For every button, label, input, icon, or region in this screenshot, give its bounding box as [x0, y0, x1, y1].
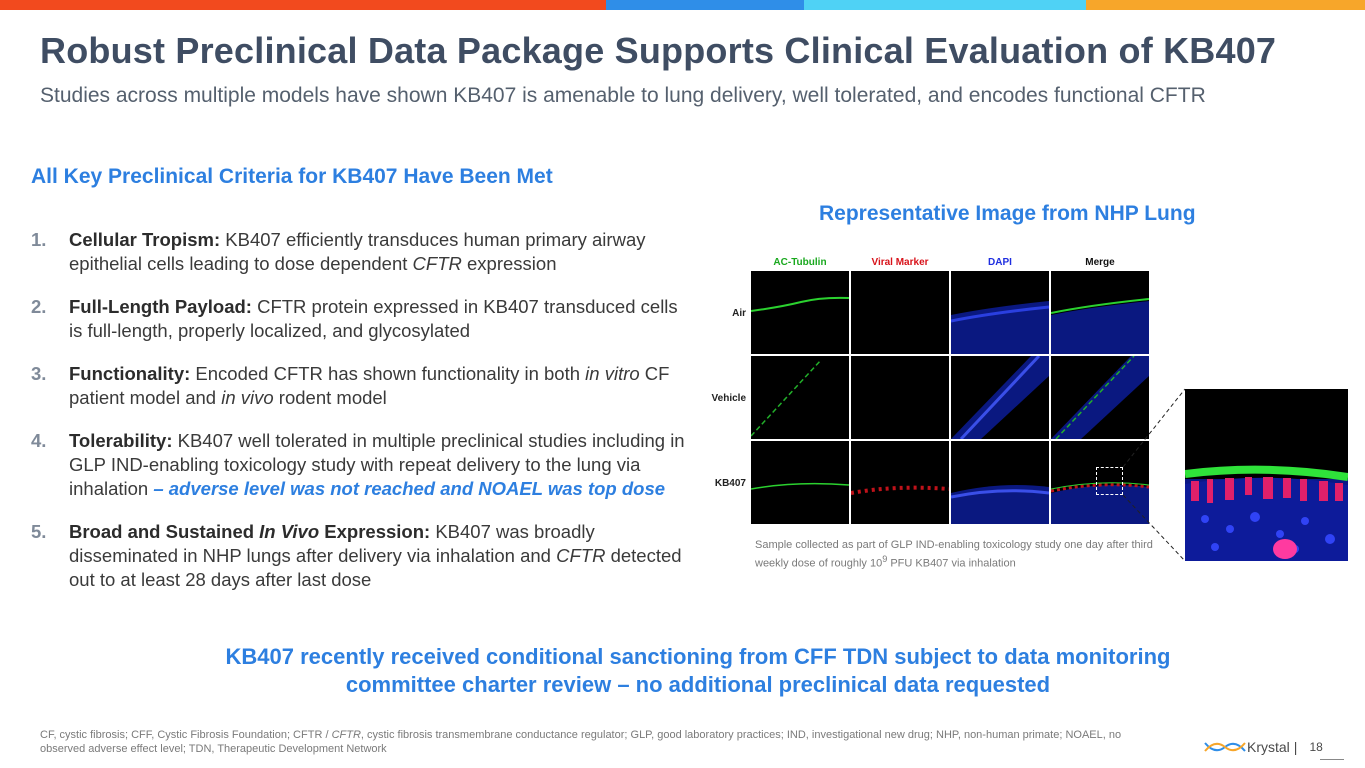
micrograph-vehicle-ac-tubulin — [751, 356, 849, 439]
top-color-bar — [0, 0, 1365, 10]
criteria-item: 1. Cellular Tropism: KB407 efficiently tr… — [31, 228, 686, 276]
company-logo: Krystal | 18 — [1203, 737, 1323, 757]
item-label-italic: In Vivo — [259, 521, 320, 542]
item-italic: in vivo — [221, 387, 274, 408]
top-bar-segment-orange — [0, 0, 606, 10]
footer-separator: | — [1293, 739, 1298, 755]
item-number: 1. — [31, 229, 47, 250]
item-text: detected out to at least 28 days after l… — [69, 545, 682, 590]
caption-text: PFU KB407 via inhalation — [887, 557, 1016, 570]
micrograph-kb407-dapi — [951, 441, 1049, 524]
micrograph-kb407-ac-tubulin — [751, 441, 849, 524]
dna-helix-icon — [1204, 742, 1246, 752]
footnote-italic: CFTR — [331, 729, 361, 741]
micrograph-air-viral-marker — [851, 271, 949, 354]
criteria-list: 1. Cellular Tropism: KB407 efficiently tr… — [31, 228, 686, 611]
figure-caption: Sample collected as part of GLP IND-enab… — [755, 538, 1155, 571]
footnote-text: CF, cystic fibrosis; CFF, Cystic Fibrosi… — [40, 729, 332, 741]
zoom-region-box — [1096, 467, 1123, 495]
top-bar-segment-yellow — [1086, 0, 1365, 10]
item-text: KB407 was broadly disseminated in NHP lu… — [69, 521, 595, 566]
micrograph-vehicle-merge — [1051, 356, 1149, 439]
item-italic: CFTR — [556, 545, 606, 566]
item-label: Broad and Sustained In Vivo Expression: — [69, 521, 430, 542]
item-label: Functionality: — [69, 363, 191, 384]
item-number: 2. — [31, 296, 47, 317]
item-number: 3. — [31, 363, 47, 384]
item-italic: in vitro — [585, 363, 640, 384]
item-italic: CFTR — [412, 253, 462, 274]
row-label: Vehicle — [711, 393, 746, 404]
caption-superscript: 9 — [882, 554, 888, 564]
item-label-part: Expression: — [319, 521, 431, 542]
abbreviations-footnote: CF, cystic fibrosis; CFF, Cystic Fibrosi… — [40, 728, 1150, 756]
micrograph-air-ac-tubulin — [751, 271, 849, 354]
item-text: expression — [461, 253, 557, 274]
row-label: KB407 — [714, 478, 746, 489]
caption-text: Sample collected as part of GLP IND-enab… — [755, 539, 1153, 570]
item-text: KB407 efficiently transduces human prima… — [69, 229, 646, 274]
page-title: Robust Preclinical Data Package Supports… — [40, 30, 1277, 71]
micrograph-air-merge — [1051, 271, 1149, 354]
criteria-heading: All Key Preclinical Criteria for KB407 H… — [31, 165, 553, 188]
column-label: Viral Marker — [871, 257, 929, 268]
item-label-part: Broad and Sustained — [69, 521, 260, 542]
top-bar-segment-blue — [606, 0, 804, 10]
column-label: AC-Tubulin — [773, 257, 827, 268]
item-label: Cellular Tropism: — [69, 229, 221, 250]
column-label: DAPI — [988, 257, 1012, 268]
column-label: Merge — [1085, 257, 1115, 268]
page-number: 18 — [1309, 740, 1323, 754]
micrograph-vehicle-viral-marker — [851, 356, 949, 439]
company-name: Krystal — [1247, 739, 1290, 755]
image-heading: Representative Image from NHP Lung — [819, 202, 1196, 225]
page-number-underline — [1320, 759, 1344, 760]
item-number: 5. — [31, 521, 47, 542]
item-label: Full-Length Payload: — [69, 296, 252, 317]
item-text: rodent model — [273, 387, 387, 408]
micrograph-vehicle-dapi — [951, 356, 1049, 439]
item-highlight: – adverse level was not reached and NOAE… — [153, 478, 666, 499]
top-bar-segment-cyan — [804, 0, 1086, 10]
criteria-item: 3. Functionality: Encoded CFTR has shown … — [31, 362, 686, 410]
item-label: Tolerability: — [69, 430, 173, 451]
item-text: KB407 well tolerated in multiple preclin… — [69, 430, 685, 499]
item-number: 4. — [31, 430, 47, 451]
micrograph-kb407-merge — [1051, 441, 1149, 524]
item-text: Encoded CFTR has shown functionality in … — [190, 363, 586, 384]
micrograph-air-dapi — [951, 271, 1049, 354]
micrograph-kb407-viral-marker — [851, 441, 949, 524]
item-text: CF patient model and — [69, 363, 670, 408]
item-text: CFTR protein expressed in KB407 transduc… — [69, 296, 678, 341]
conclusion-statement: KB407 recently received conditional sanc… — [225, 644, 1171, 697]
criteria-item: 4. Tolerability: KB407 well tolerated in … — [31, 429, 686, 501]
criteria-item: 2. Full-Length Payload: CFTR protein expr… — [31, 295, 686, 343]
micrograph-zoom-inset — [1185, 389, 1348, 561]
criteria-item: 5. Broad and Sustained In Vivo Expression… — [31, 520, 686, 592]
footnote-text: , cystic fibrosis transmembrane conducta… — [40, 729, 1122, 755]
row-label: Air — [732, 308, 746, 319]
page-subtitle: Studies across multiple models have show… — [40, 84, 1206, 107]
